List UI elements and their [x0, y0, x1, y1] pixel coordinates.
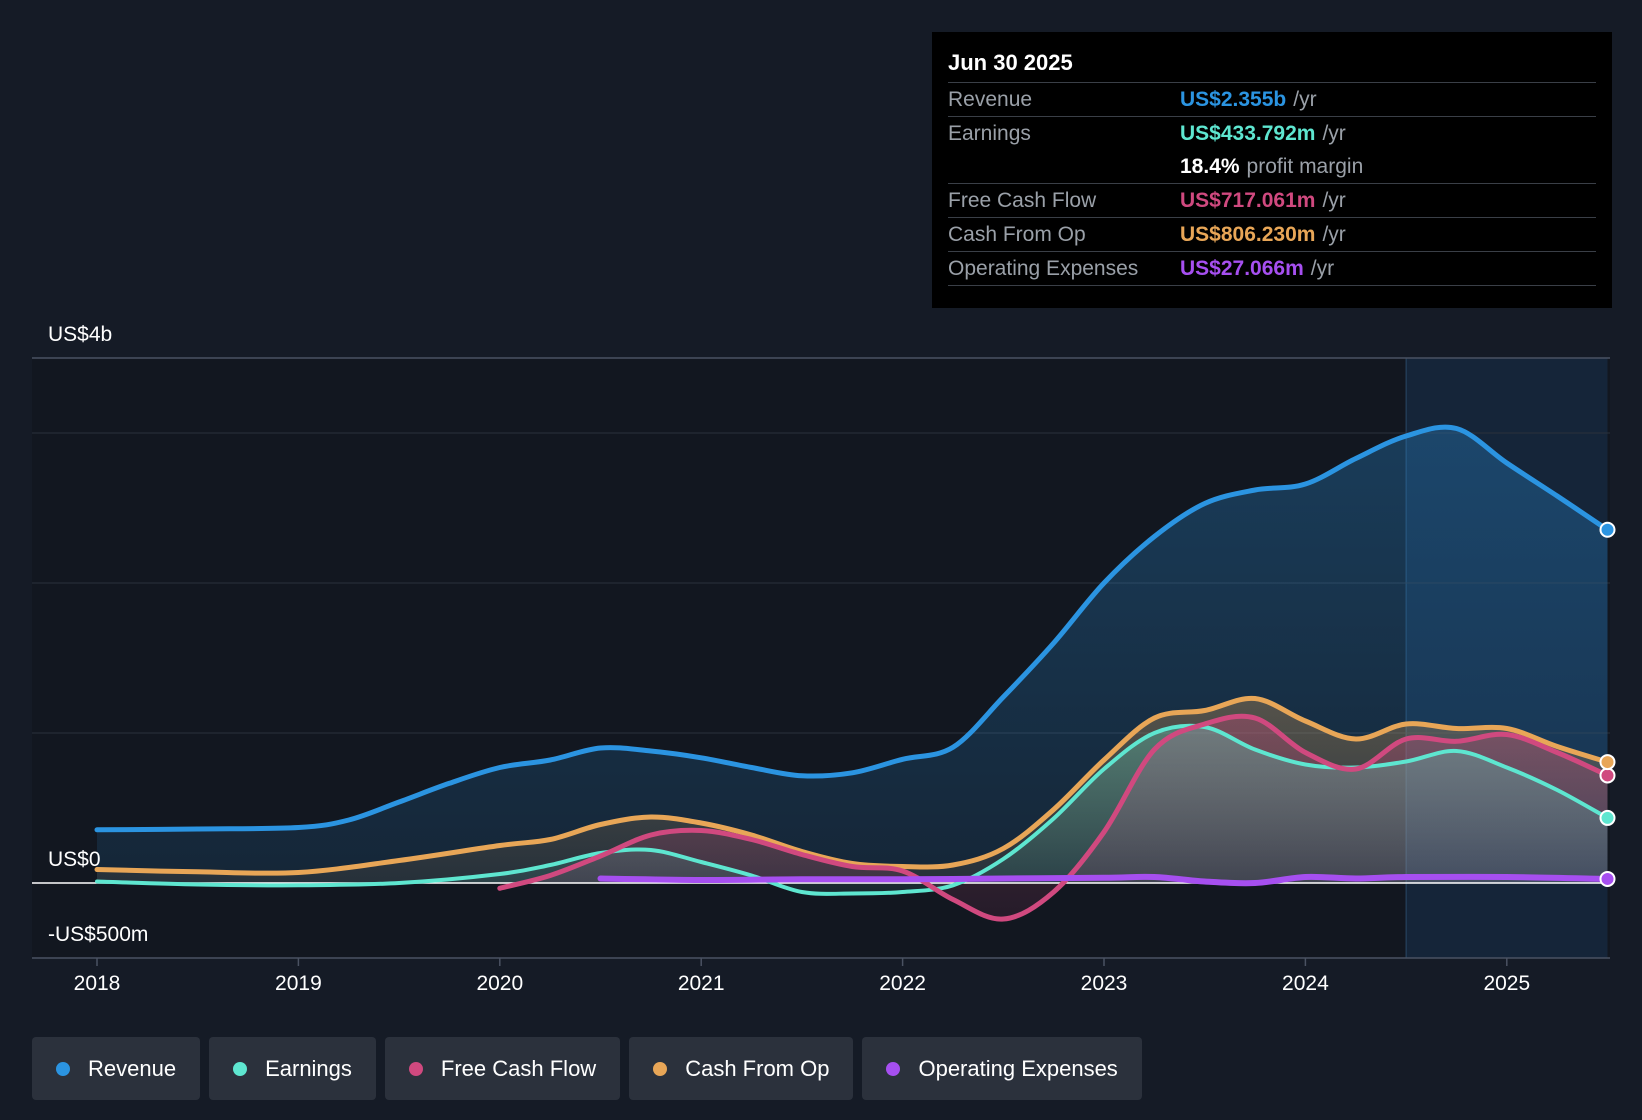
- tooltip-value: US$806.230m: [1180, 222, 1316, 246]
- tooltip-label: Operating Expenses: [948, 256, 1139, 280]
- y-tick-label-top: US$4b: [48, 323, 112, 346]
- tooltip-unit: /yr: [1322, 222, 1346, 246]
- series-lines: [94, 424, 1611, 922]
- x-tick-label: 2023: [1081, 972, 1128, 995]
- free-cash-flow-line: [497, 713, 1610, 922]
- tooltip-value: US$433.792m: [1180, 121, 1316, 145]
- legend-item-earnings[interactable]: Earnings: [209, 1037, 376, 1100]
- tooltip-value: US$717.061m: [1180, 188, 1316, 212]
- x-tick-label: 2025: [1483, 972, 1530, 995]
- tooltip-value: US$2.355b: [1180, 87, 1287, 111]
- legend: Revenue Earnings Free Cash Flow Cash Fro…: [32, 1037, 1142, 1100]
- tooltip-row-operating-expenses: Operating Expenses US$27.066m /yr: [948, 251, 1596, 286]
- legend-dot-icon: [653, 1061, 668, 1076]
- legend-label: Free Cash Flow: [440, 1055, 597, 1081]
- tooltip-row-profit-margin: 18.4% profit margin: [948, 150, 1596, 183]
- legend-label: Cash From Op: [685, 1055, 830, 1081]
- endpoint-marker-earnings: [1599, 809, 1616, 826]
- series-endpoints: [1599, 521, 1616, 887]
- y-axis-labels: US$4b US$0 -US$500m: [48, 323, 148, 946]
- y-tick-label-zero: US$0: [48, 848, 101, 871]
- earnings-line: [95, 723, 1610, 896]
- tooltip-unit: /yr: [1310, 256, 1335, 280]
- tooltip-row-earnings: Earnings US$433.792m /yr: [948, 116, 1596, 150]
- tooltip-label: Free Cash Flow: [948, 188, 1097, 212]
- endpoint-marker-cash-from-op: [1599, 754, 1616, 771]
- x-axis: 2018 2019 2020 2021 2022 2023 2024 2025: [74, 958, 1530, 995]
- cash-from-op-line: [94, 695, 1610, 876]
- legend-dot-icon: [233, 1061, 248, 1076]
- legend-label: Earnings: [265, 1055, 352, 1081]
- tooltip-label: Revenue: [948, 87, 1033, 111]
- legend-item-operating-expenses[interactable]: Operating Expenses: [862, 1037, 1142, 1100]
- tooltip-label: Earnings: [948, 121, 1031, 145]
- legend-item-revenue[interactable]: Revenue: [32, 1037, 201, 1100]
- tooltip-date: Jun 30 2025: [948, 50, 1073, 75]
- x-tick-label: 2019: [275, 972, 322, 995]
- endpoint-marker-free-cash-flow: [1599, 767, 1616, 784]
- legend-dot-icon: [886, 1061, 901, 1076]
- tooltip-value: US$27.066m: [1180, 256, 1304, 280]
- tooltip-row-revenue: Revenue US$2.355b /yr: [948, 82, 1596, 116]
- x-tick-label: 2022: [879, 972, 926, 995]
- endpoint-marker-revenue: [1599, 521, 1616, 538]
- chart-area: US$4b US$0 -US$500m 2018 2019 2020 2021 2022…: [32, 323, 1616, 995]
- revenue-line: [94, 424, 1610, 833]
- profit-margin-value: 18.4%: [1180, 154, 1240, 178]
- tooltip-unit: /yr: [1322, 188, 1346, 212]
- legend-item-free-cash-flow[interactable]: Free Cash Flow: [384, 1037, 621, 1100]
- tooltip-unit: /yr: [1293, 87, 1317, 111]
- tooltip-unit: /yr: [1322, 121, 1346, 145]
- legend-label: Revenue: [88, 1055, 177, 1081]
- profit-margin-text: profit margin: [1246, 154, 1364, 178]
- legend-label: Operating Expenses: [918, 1055, 1118, 1081]
- endpoint-marker-operating-expenses: [1599, 870, 1616, 887]
- legend-item-cash-from-op[interactable]: Cash From Op: [629, 1037, 854, 1100]
- tooltip-label: Cash From Op: [948, 222, 1086, 246]
- y-tick-label-bottom: -US$500m: [48, 923, 148, 946]
- legend-dot-icon: [56, 1061, 70, 1076]
- tooltip-row-free-cash-flow: Free Cash Flow US$717.061m /yr: [948, 183, 1596, 217]
- earnings-area: [97, 725, 1608, 894]
- x-tick-label: 2024: [1282, 972, 1329, 995]
- legend-dot-icon: [408, 1061, 423, 1076]
- x-tick-label: 2020: [476, 972, 523, 995]
- tooltip-row-cash-from-op: Cash From Op US$806.230m /yr: [948, 217, 1596, 251]
- x-tick-label: 2018: [74, 972, 121, 995]
- operating-expenses-line: [597, 873, 1611, 887]
- x-tick-label: 2021: [678, 972, 725, 995]
- tooltip: Jun 30 2025 Revenue US$2.355b /yr Earnin…: [932, 32, 1612, 308]
